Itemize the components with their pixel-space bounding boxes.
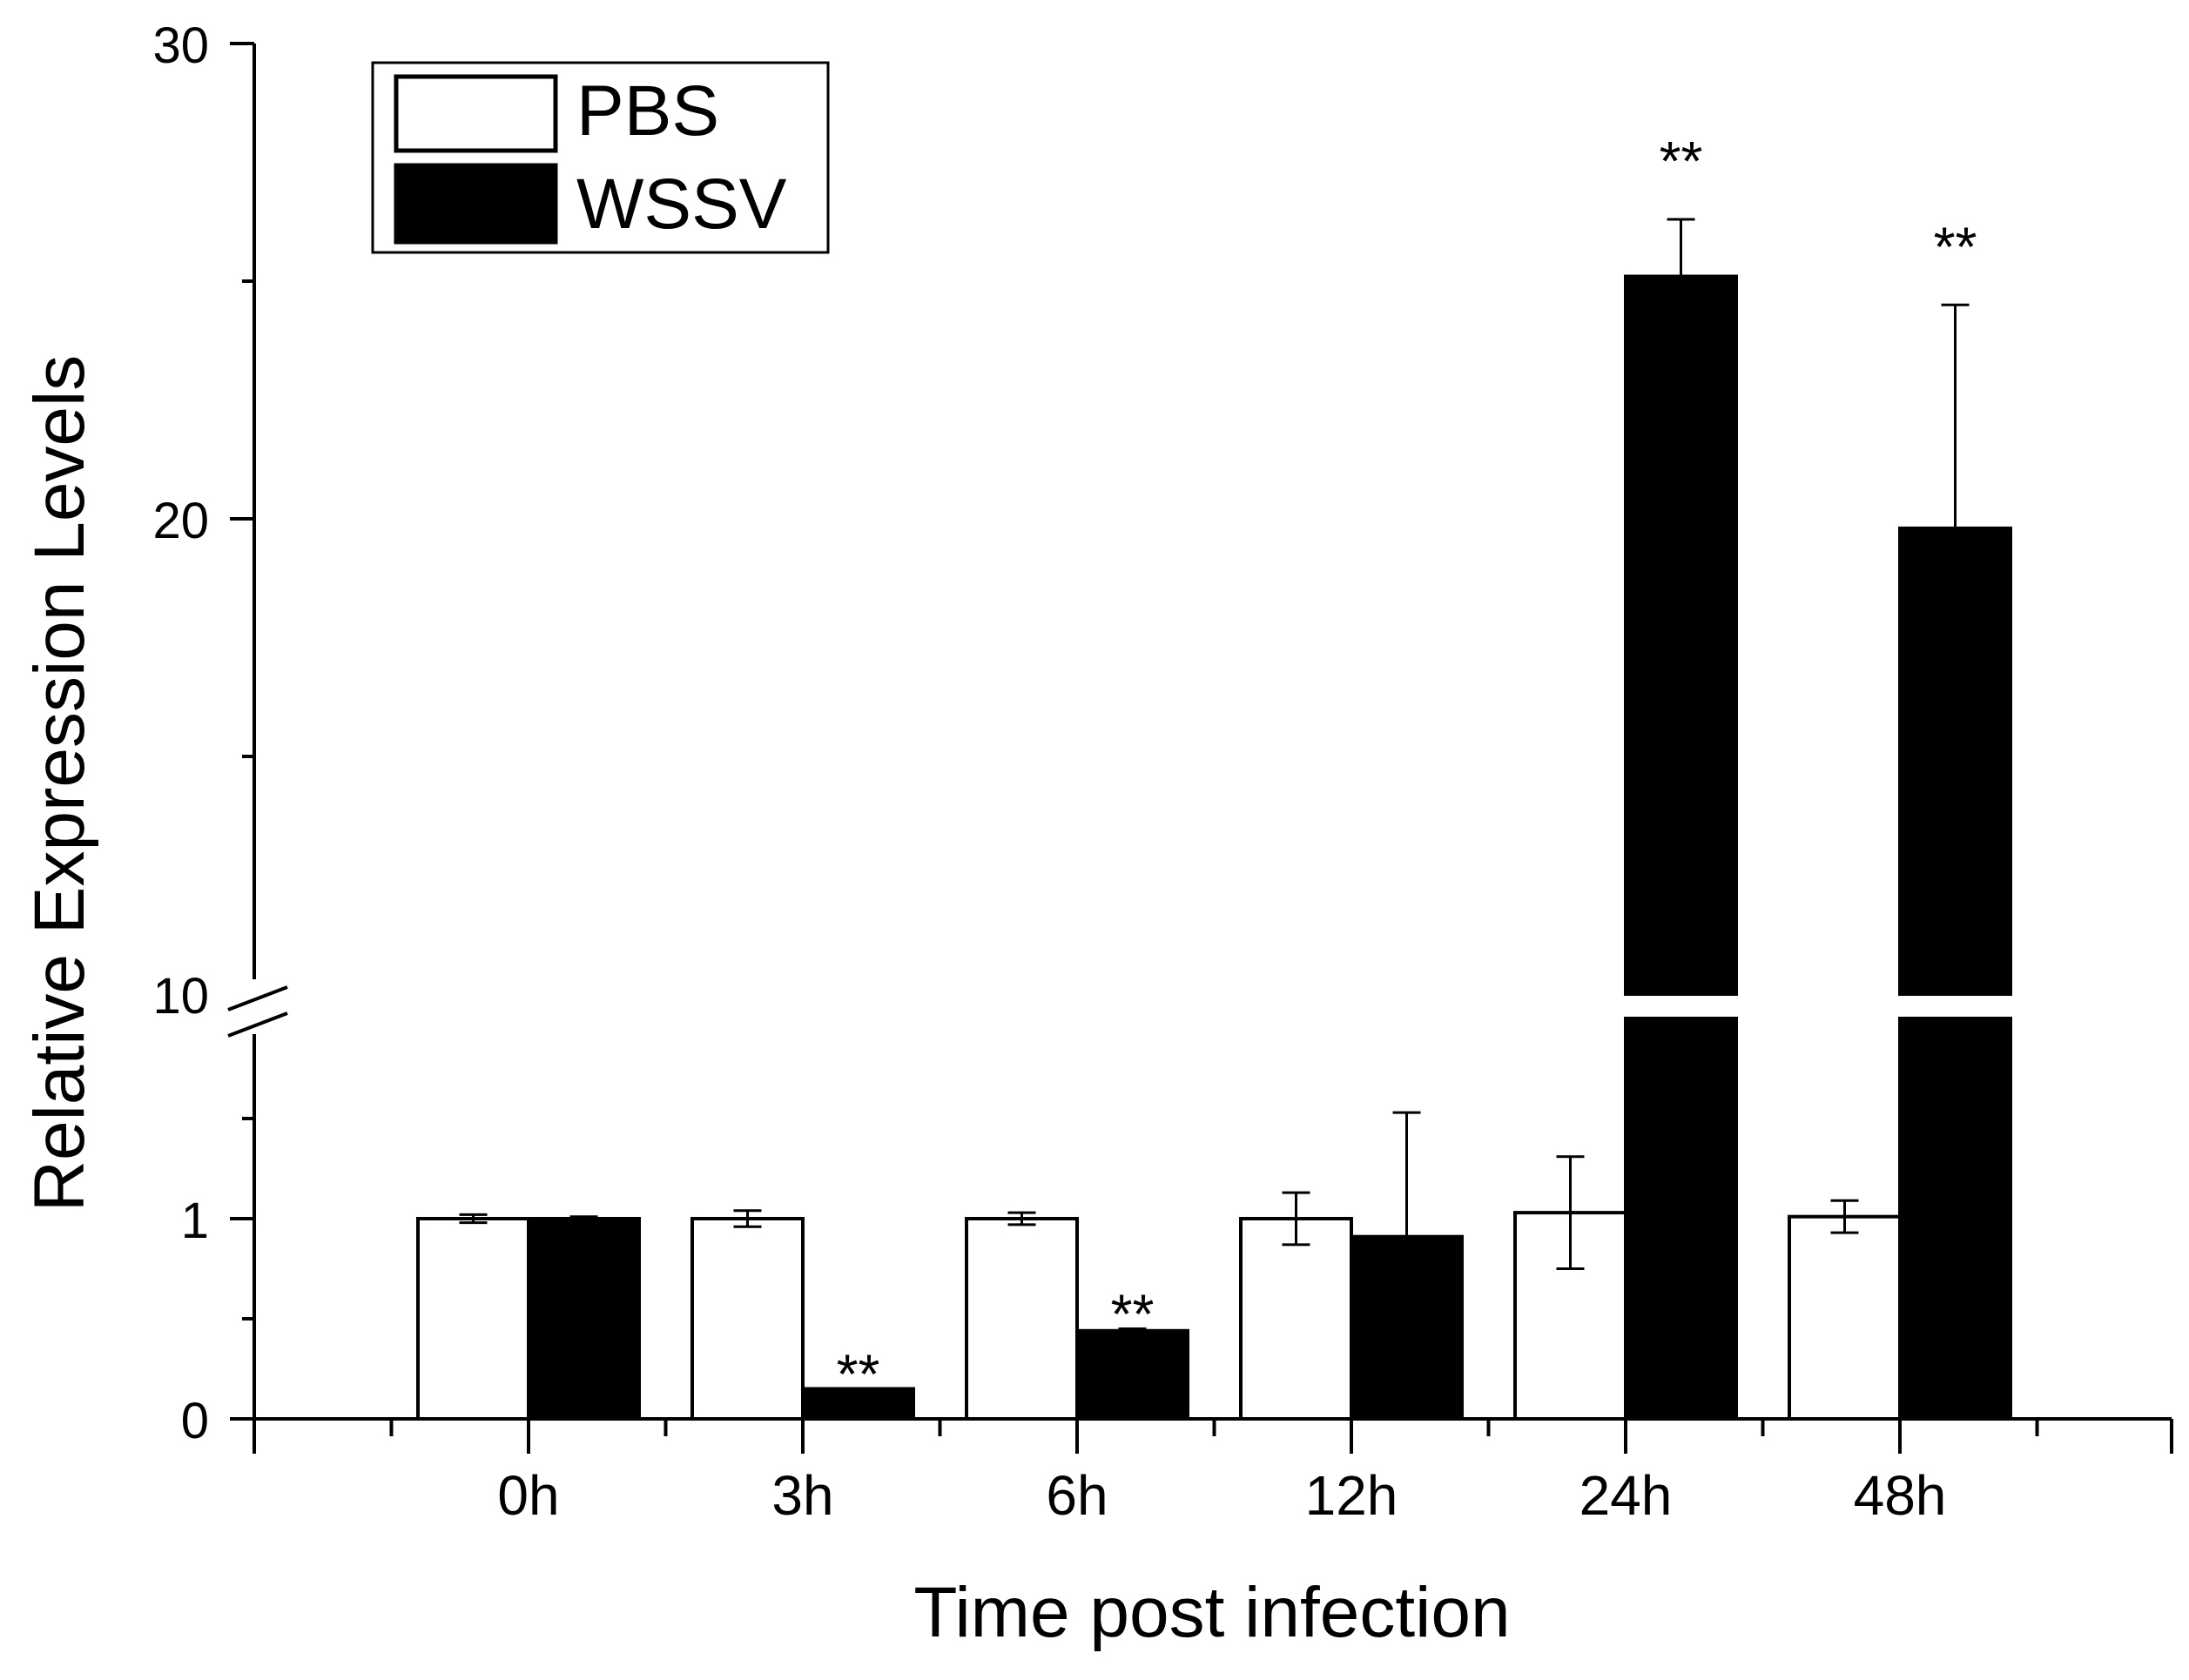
- legend: PBS WSSV: [371, 61, 830, 254]
- x-tick-label-24h: 24h: [1579, 1464, 1673, 1527]
- bar-wssv-48h-upper: [1898, 526, 2012, 996]
- significance-layer: ** ** ** **: [837, 130, 1977, 1405]
- x-tick-label-12h: 12h: [1305, 1464, 1398, 1527]
- bar-pbs-48h: [1788, 1214, 1902, 1421]
- bar-wssv-48h-lower: [1898, 1017, 2012, 1421]
- bar-pbs-3h: [690, 1217, 805, 1421]
- x-tick-label-6h: 6h: [1046, 1464, 1108, 1527]
- y-axis-break-mark-top: [227, 985, 288, 1011]
- bars-layer: [416, 274, 2012, 1421]
- bar-wssv-12h: [1350, 1234, 1464, 1421]
- error-bars-layer: [459, 218, 1970, 1331]
- bar-wssv-24h-upper: [1624, 274, 1738, 997]
- y-tick-label-20: 20: [152, 493, 209, 549]
- x-tick-label-3h: 3h: [771, 1464, 833, 1527]
- significance-wssv-3h: **: [837, 1343, 880, 1406]
- tick-layer: 0 1 10 20 30 0h 3h 6h 12h 24h 48h: [152, 17, 2173, 1527]
- legend-label-wssv: WSSV: [576, 165, 787, 244]
- y-axis-break-mark-bottom: [227, 1011, 288, 1038]
- x-tick-label-0h: 0h: [497, 1464, 559, 1527]
- y-tick-label-10: 10: [152, 968, 209, 1025]
- legend-label-pbs: PBS: [576, 71, 719, 151]
- y-tick-label-0: 0: [181, 1393, 209, 1449]
- significance-wssv-24h: **: [1660, 130, 1703, 192]
- y-tick-label-1: 1: [181, 1193, 209, 1249]
- bar-wssv-24h-lower: [1624, 1017, 1738, 1421]
- y-axis-label: Relative Expression Levels: [20, 355, 99, 1212]
- bar-pbs-12h: [1239, 1217, 1353, 1421]
- legend-swatch-pbs: [394, 74, 558, 153]
- significance-wssv-48h: **: [1934, 215, 1977, 278]
- y-tick-label-30: 30: [152, 17, 209, 74]
- legend-swatch-wssv: [394, 163, 558, 245]
- x-axis-label: Time post infection: [913, 1573, 1510, 1652]
- bar-pbs-6h: [965, 1217, 1079, 1421]
- x-tick-label-48h: 48h: [1854, 1464, 1947, 1527]
- significance-wssv-6h: **: [1111, 1283, 1155, 1346]
- bar-pbs-0h: [416, 1217, 530, 1421]
- bar-wssv-0h: [527, 1217, 641, 1421]
